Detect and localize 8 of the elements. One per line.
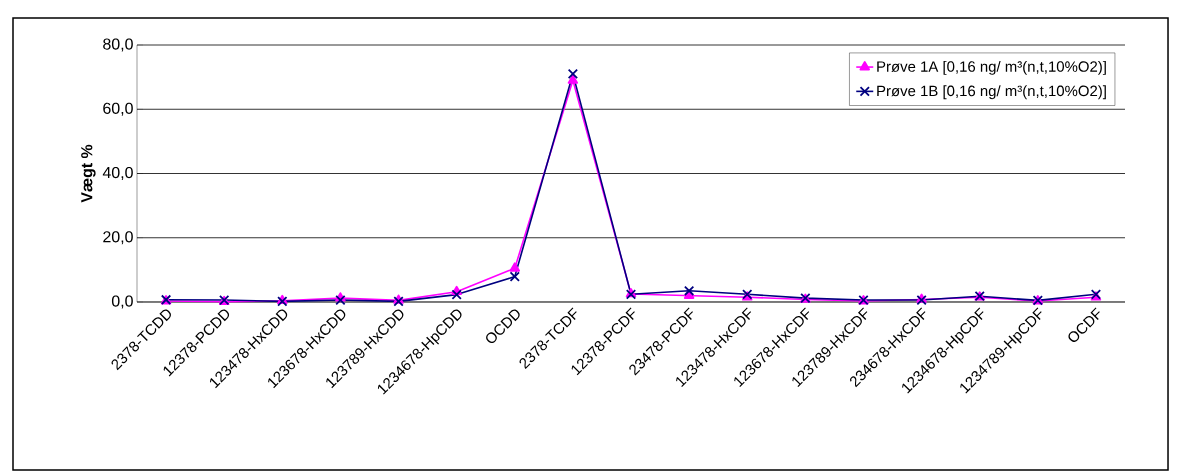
y-tick-label: 60,0 xyxy=(103,102,133,116)
legend-label: Prøve 1B [0,16 ng/ m³(n,t,10%O2)] xyxy=(877,85,1106,100)
y-tick-label: 80,0 xyxy=(103,38,133,52)
y-tick-label: 40,0 xyxy=(102,166,133,181)
y-tick-label: 20,0 xyxy=(103,231,133,245)
legend-label: Prøve 1A [0,16 ng/ m³(n,t,10%O2)] xyxy=(877,60,1106,75)
y-axis-title: Vægt % xyxy=(81,144,96,203)
y-tick-label: 0,0 xyxy=(111,295,133,309)
